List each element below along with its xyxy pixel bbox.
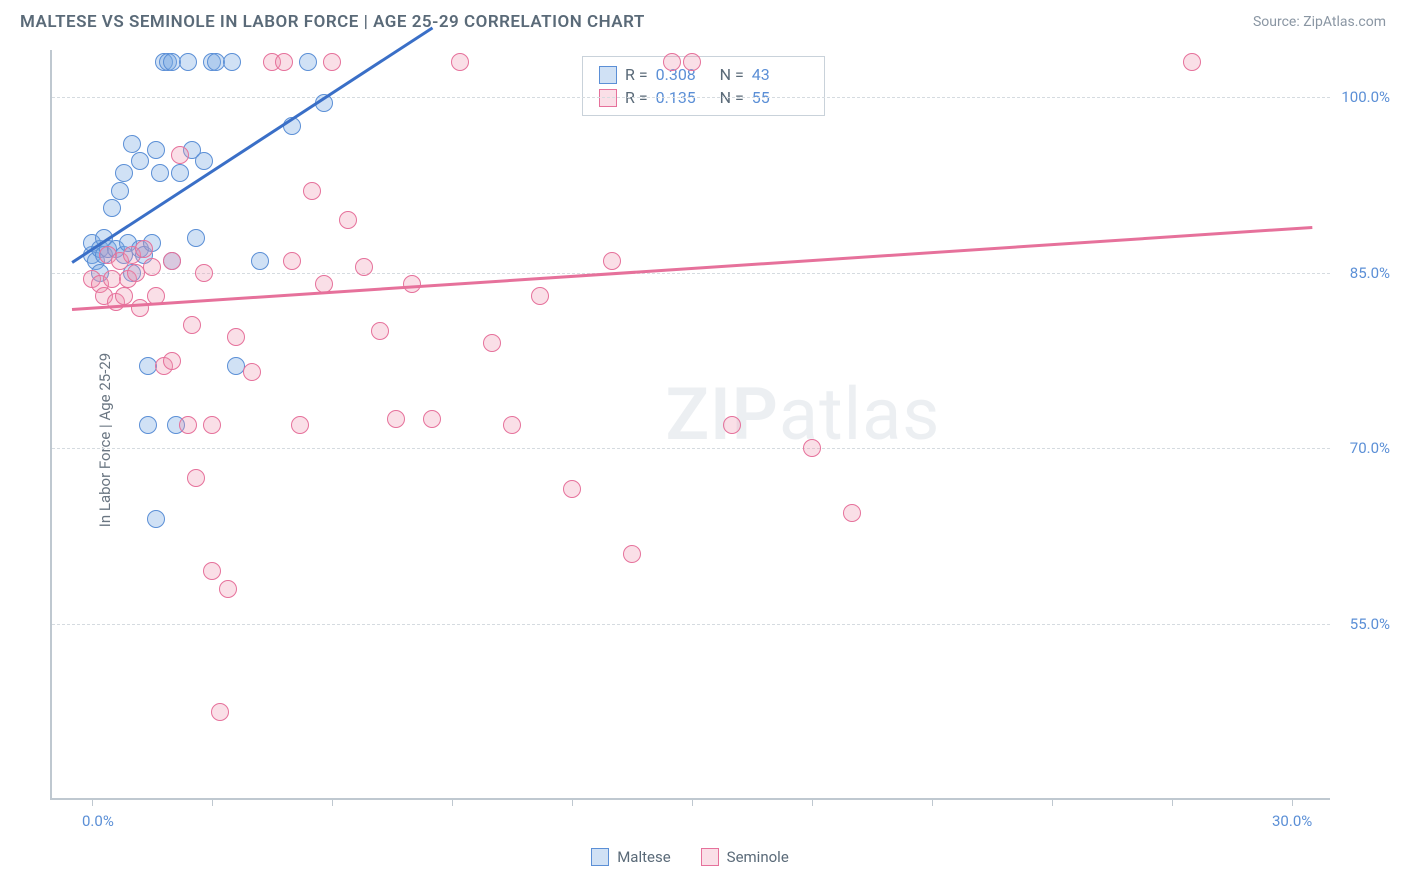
- chart-container: In Labor Force | Age 25-29 ZIPatlas R =0…: [50, 50, 1390, 830]
- data-point: [451, 53, 469, 71]
- legend-swatch: [599, 66, 617, 84]
- x-tick: [932, 798, 933, 806]
- data-point: [163, 252, 181, 270]
- x-tick: [332, 798, 333, 806]
- data-point: [371, 322, 389, 340]
- data-point: [423, 410, 441, 428]
- data-point: [139, 416, 157, 434]
- x-tick: [572, 798, 573, 806]
- r-label: R =: [625, 65, 648, 84]
- x-tick: [1292, 798, 1293, 806]
- n-label: N =: [720, 65, 744, 84]
- data-point: [227, 328, 245, 346]
- data-point: [131, 299, 149, 317]
- stats-row: R = 0.308 N = 43: [599, 63, 808, 86]
- data-point: [171, 164, 189, 182]
- legend-swatch: [701, 848, 719, 866]
- r-value: 0.308: [656, 65, 712, 84]
- data-point: [115, 287, 133, 305]
- data-point: [503, 416, 521, 434]
- legend-item: Maltese: [591, 848, 670, 866]
- data-point: [803, 439, 821, 457]
- data-point: [387, 410, 405, 428]
- data-point: [123, 135, 141, 153]
- data-point: [623, 545, 641, 563]
- data-point: [1183, 53, 1201, 71]
- data-point: [203, 416, 221, 434]
- y-tick-label: 55.0%: [1350, 615, 1390, 633]
- legend-label: Maltese: [617, 848, 670, 866]
- x-tick: [92, 798, 93, 806]
- data-point: [283, 252, 301, 270]
- gridline: [52, 624, 1330, 625]
- data-point: [195, 264, 213, 282]
- data-point: [211, 703, 229, 721]
- x-tick: [212, 798, 213, 806]
- data-point: [131, 152, 149, 170]
- data-point: [143, 258, 161, 276]
- x-label-right: 30.0%: [1272, 812, 1312, 830]
- data-point: [303, 182, 321, 200]
- gridline: [52, 97, 1330, 98]
- series-legend: Maltese Seminole: [50, 848, 1330, 866]
- x-tick: [1172, 798, 1173, 806]
- data-point: [171, 146, 189, 164]
- y-tick-label: 85.0%: [1350, 264, 1390, 282]
- x-tick: [452, 798, 453, 806]
- data-point: [355, 258, 373, 276]
- data-point: [339, 211, 357, 229]
- data-point: [187, 229, 205, 247]
- data-point: [531, 287, 549, 305]
- data-point: [663, 53, 681, 71]
- legend-swatch: [591, 848, 609, 866]
- data-point: [147, 141, 165, 159]
- data-point: [243, 363, 261, 381]
- data-point: [323, 53, 341, 71]
- gridline: [52, 448, 1330, 449]
- data-point: [483, 334, 501, 352]
- data-point: [219, 580, 237, 598]
- x-tick: [1052, 798, 1053, 806]
- y-tick-label: 100.0%: [1341, 88, 1390, 106]
- x-label-left: 0.0%: [82, 812, 114, 830]
- data-point: [179, 53, 197, 71]
- data-point: [723, 416, 741, 434]
- chart-title: MALTESE VS SEMINOLE IN LABOR FORCE | AGE…: [20, 12, 645, 32]
- x-tick: [692, 798, 693, 806]
- data-point: [563, 480, 581, 498]
- data-point: [195, 152, 213, 170]
- legend-label: Seminole: [727, 848, 789, 866]
- data-point: [179, 416, 197, 434]
- x-tick: [812, 798, 813, 806]
- data-point: [603, 252, 621, 270]
- y-tick-label: 70.0%: [1350, 439, 1390, 457]
- data-point: [163, 352, 181, 370]
- legend-item: Seminole: [701, 848, 789, 866]
- data-point: [135, 240, 153, 258]
- data-point: [147, 510, 165, 528]
- data-point: [151, 164, 169, 182]
- data-point: [183, 316, 201, 334]
- data-point: [275, 53, 293, 71]
- data-point: [291, 416, 309, 434]
- data-point: [683, 53, 701, 71]
- data-point: [223, 53, 241, 71]
- data-point: [187, 469, 205, 487]
- source-label: Source: ZipAtlas.com: [1253, 14, 1386, 30]
- plot-area: ZIPatlas R =0.308N =43R =0.135N =55 55.0…: [50, 50, 1330, 800]
- data-point: [203, 562, 221, 580]
- stats-legend: R =0.308N =43R =0.135N =55: [582, 56, 825, 116]
- gridline: [52, 273, 1330, 274]
- n-value: 43: [752, 65, 808, 84]
- data-point: [251, 252, 269, 270]
- data-point: [103, 199, 121, 217]
- data-point: [299, 53, 317, 71]
- data-point: [111, 182, 129, 200]
- data-point: [843, 504, 861, 522]
- data-point: [115, 164, 133, 182]
